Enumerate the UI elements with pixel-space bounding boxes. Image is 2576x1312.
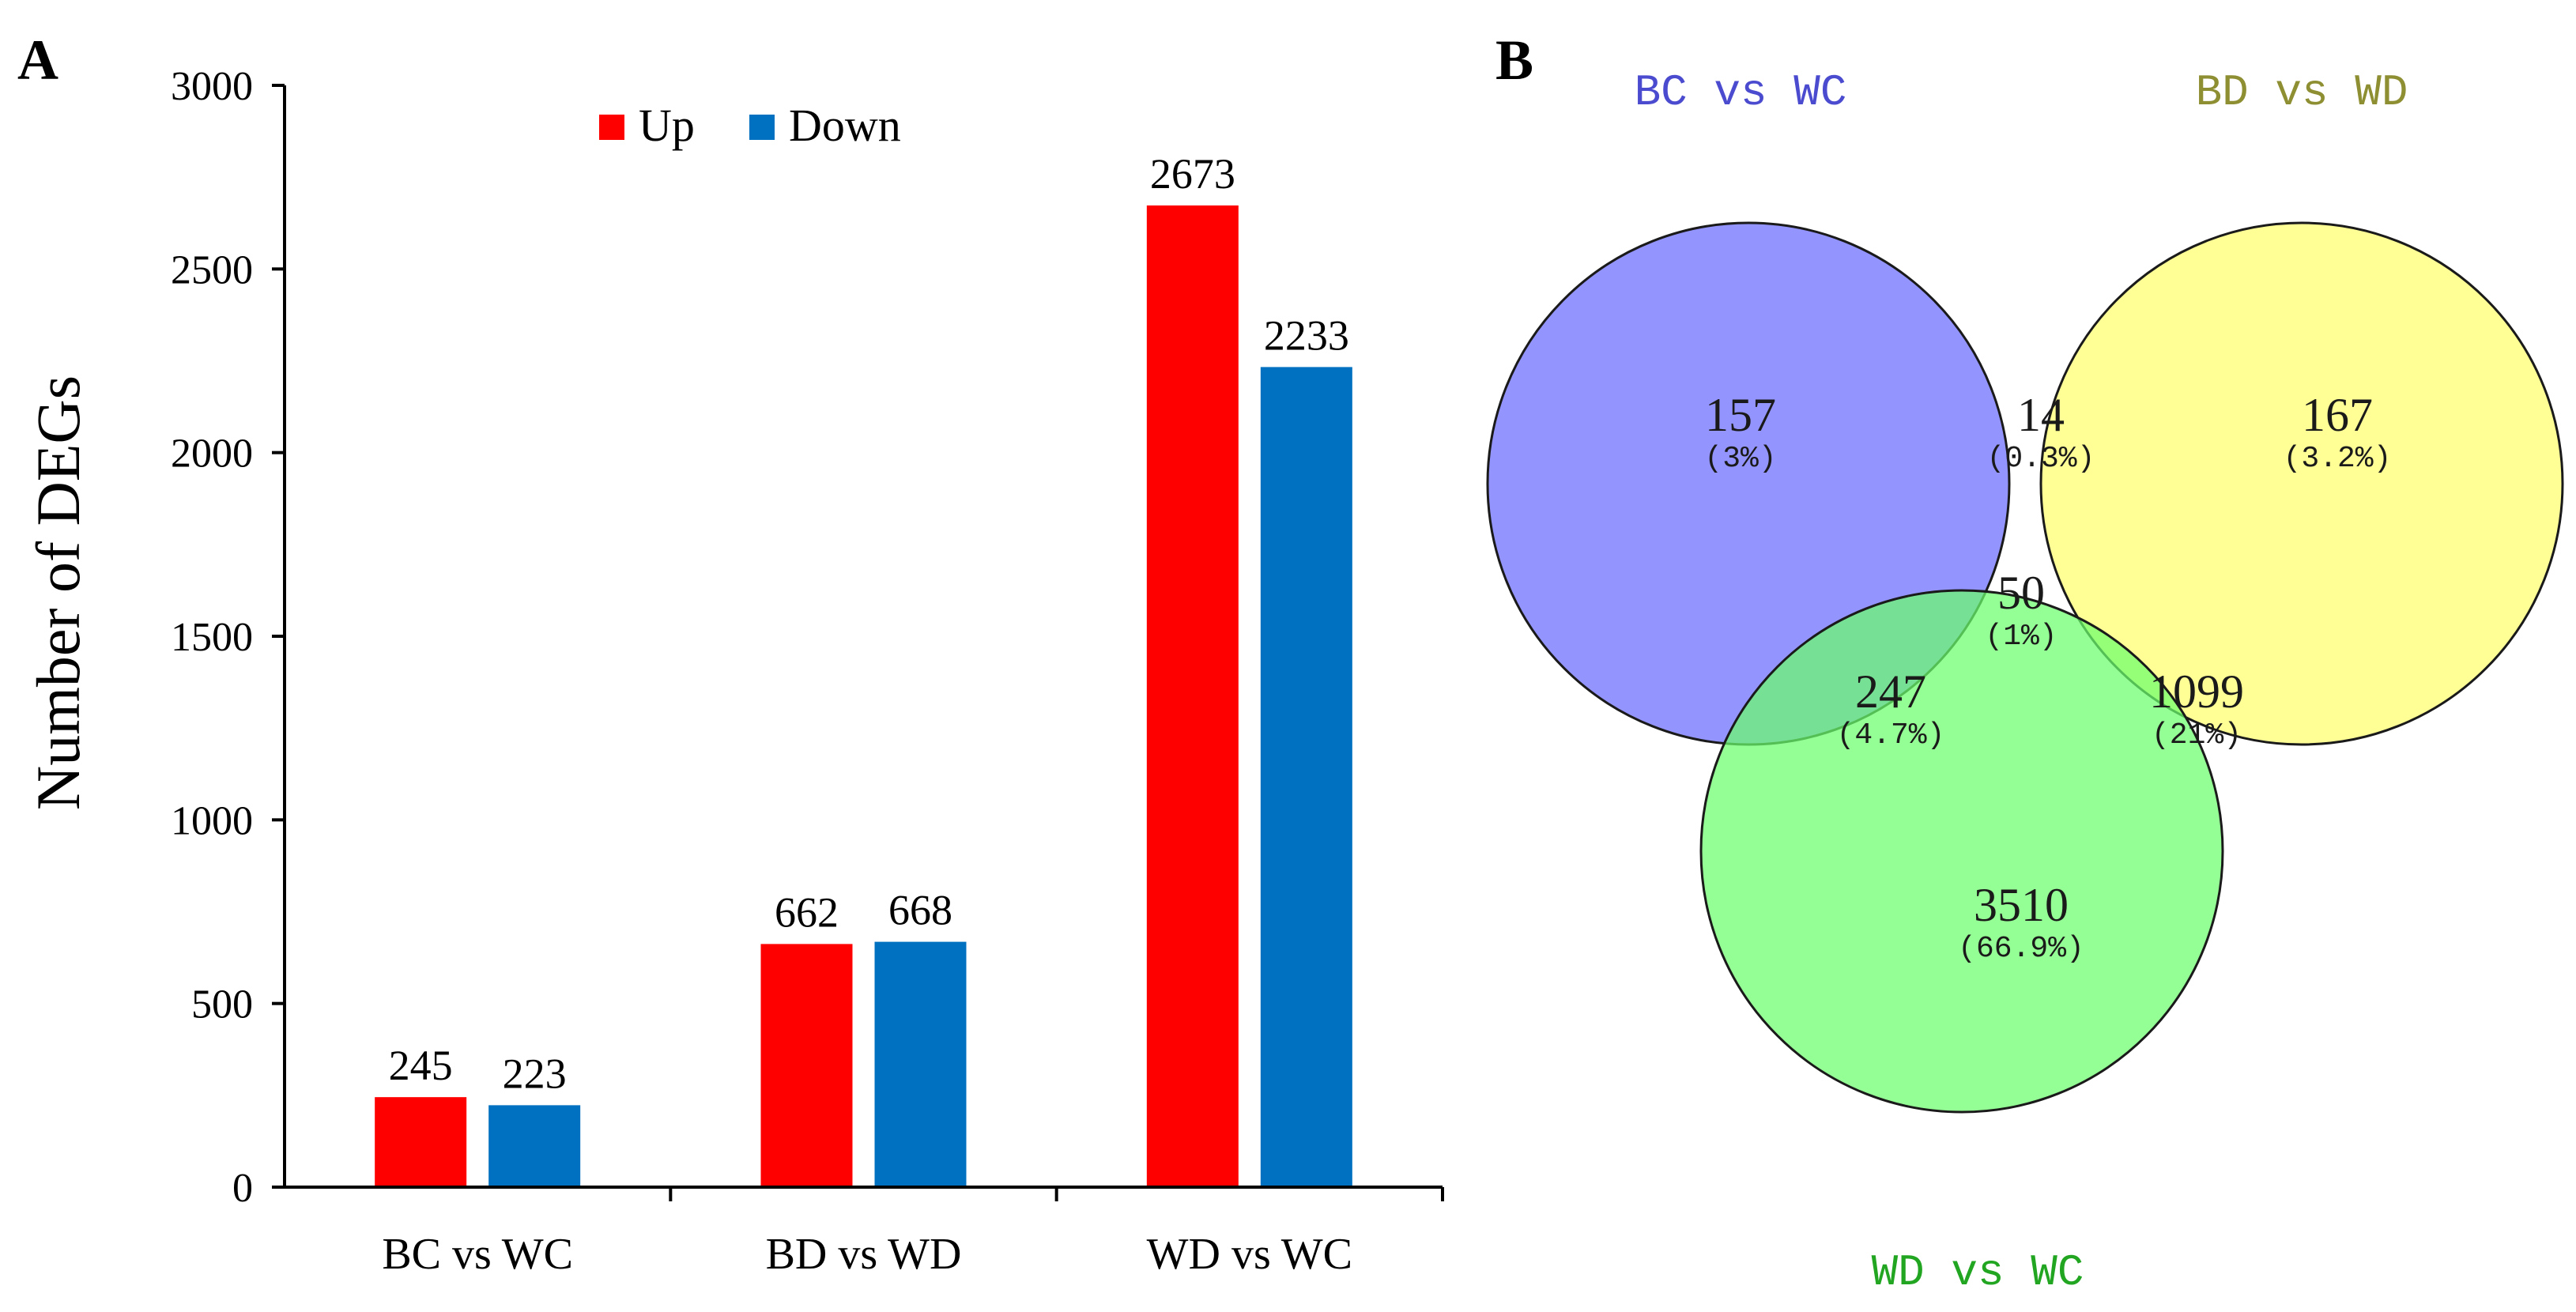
venn-region-count: 3510 [1974, 879, 2069, 931]
y-tick-label: 0 [232, 1166, 253, 1211]
y-tick-label: 1500 [171, 615, 253, 660]
bar-down [1260, 367, 1352, 1188]
bar-value-label: 662 [775, 888, 839, 936]
panel-label-a: A [17, 28, 58, 92]
venn-set-label: BD vs WD [2196, 67, 2408, 118]
panel-label-b: B [1495, 28, 1533, 92]
venn-region-percent: (4.7%) [1837, 718, 1945, 752]
venn-region-count: 14 [2017, 389, 2065, 441]
venn-region-count: 157 [1705, 389, 1776, 441]
x-tick-label: BD vs WD [766, 1230, 962, 1279]
bar-value-label: 245 [389, 1042, 453, 1089]
venn-region-labels: 157(3%) 14(0.3%) 167(3.2%) 50(1%) 247(4.7%) 1… [1704, 389, 2391, 966]
venn-circles [1486, 221, 2564, 1114]
bar-down [488, 1105, 581, 1187]
legend-swatch-up [599, 115, 624, 140]
venn-diagram-panel: B 157(3%) 14(0.3%) 167(3.2%) 50(1%) 247(4.7%… [1486, 28, 2564, 1298]
y-axis-label: Number of DEGs [24, 375, 92, 810]
venn-region-percent: (3%) [1704, 442, 1776, 476]
bar-up [760, 944, 853, 1187]
y-tick-label: 2000 [171, 432, 253, 477]
bar-chart-panel: A Number of DEGs 0 500 1000 1500 2000 2500 300… [17, 28, 1444, 1279]
bar-up [1146, 205, 1239, 1187]
venn-region-percent: (0.3%) [1987, 442, 2095, 476]
venn-region-percent: (66.9%) [1958, 932, 2084, 966]
bar-value-label: 2233 [1264, 311, 1349, 359]
bar-value-label: 2673 [1150, 150, 1235, 198]
y-tick-label: 3000 [171, 64, 253, 109]
x-axis-ticks: BC vs WC BD vs WD WD vs WC [382, 1187, 1444, 1279]
y-tick-label: 1000 [171, 798, 253, 843]
venn-region-count: 167 [2302, 389, 2373, 441]
venn-region-percent: (3.2%) [2284, 442, 2392, 476]
venn-region-percent: (21%) [2152, 718, 2242, 752]
legend-swatch-down [749, 115, 775, 140]
y-tick-label: 500 [191, 982, 253, 1027]
x-tick-label: WD vs WC [1147, 1230, 1352, 1279]
y-axis-ticks: 0 500 1000 1500 2000 2500 3000 [171, 64, 285, 1211]
venn-region-count: 50 [1997, 567, 2045, 619]
venn-set-labels: BC vs WC BD vs WD WD vs WC [1635, 67, 2408, 1298]
bar-up [375, 1097, 467, 1187]
bar-value-label: 668 [888, 887, 952, 934]
legend: Up Down [599, 100, 901, 151]
legend-label-up: Up [639, 100, 695, 151]
venn-circle [1699, 589, 2224, 1114]
x-tick-label: BC vs WC [382, 1230, 573, 1279]
y-tick-label: 2500 [171, 247, 253, 292]
venn-set-label: WD vs WC [1872, 1247, 2084, 1298]
venn-region-count: 1099 [2149, 665, 2244, 718]
venn-region-percent: (1%) [1985, 620, 2057, 654]
bar-value-label: 223 [503, 1050, 567, 1097]
bars [375, 205, 1352, 1188]
venn-region-count: 247 [1855, 665, 1926, 718]
venn-circle [2039, 221, 2564, 746]
bar-down [874, 941, 967, 1187]
bar-value-labels: 245 223 662 668 2673 2233 [389, 150, 1349, 1097]
legend-label-down: Down [789, 100, 901, 151]
venn-set-label: BC vs WC [1635, 67, 1847, 118]
